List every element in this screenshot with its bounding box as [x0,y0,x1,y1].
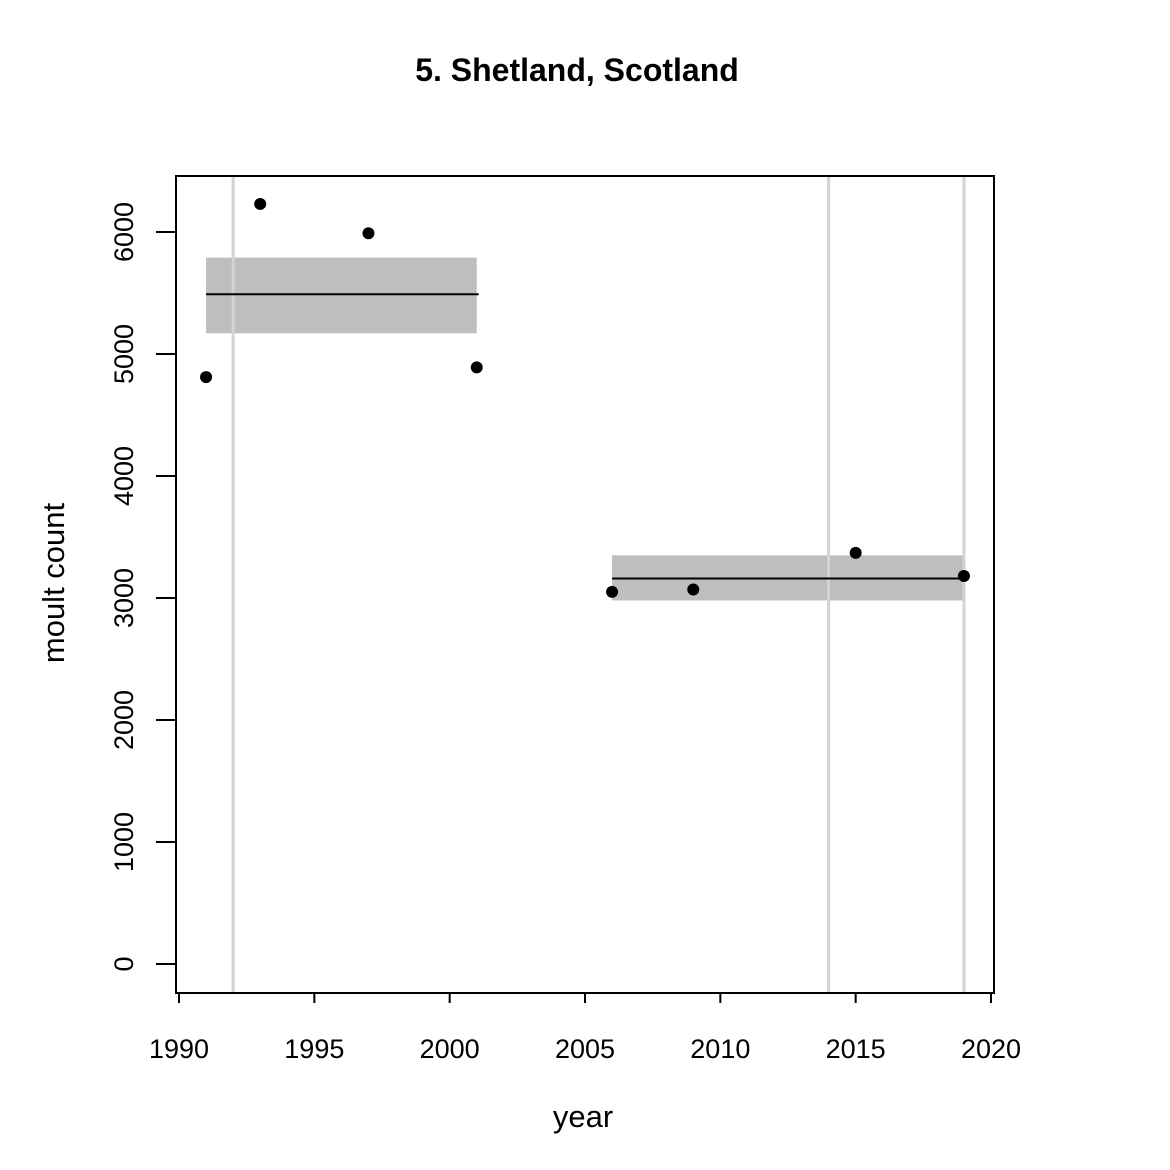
x-tick-label-2010: 2010 [690,1034,750,1064]
data-point-4 [470,361,483,374]
data-point-8 [957,570,970,583]
y-axis-label: moult count [36,502,71,663]
x-tick-label-2000: 2000 [420,1034,480,1064]
y-tick-label-0: 0 [109,956,139,971]
y-tick-label-6000: 6000 [109,202,139,262]
y-tick-label-4000: 4000 [109,446,139,506]
x-tick-label-2015: 2015 [826,1034,886,1064]
data-point-5 [606,585,619,598]
x-axis-label: year [553,1099,613,1134]
y-tick-label-3000: 3000 [109,568,139,628]
x-tick-label-2005: 2005 [555,1034,615,1064]
data-point-6 [687,583,700,596]
plot-area: 1990 1995 2000 2005 2010 2015 2020 0 1000 2000 300… [109,175,1021,1064]
x-tick-label-2020: 2020 [961,1034,1021,1064]
y-tick-label-5000: 5000 [109,324,139,384]
y-tick-label-1000: 1000 [109,812,139,872]
confidence-band-1 [206,257,477,334]
x-tick-label-1995: 1995 [284,1034,344,1064]
data-point-7 [849,546,862,559]
data-point-2 [254,197,267,210]
data-point-3 [362,227,375,240]
chart-title: 5. Shetland, Scotland [415,52,739,88]
data-point-1 [200,371,213,384]
y-tick-label-2000: 2000 [109,690,139,750]
x-tick-label-1990: 1990 [149,1034,209,1064]
